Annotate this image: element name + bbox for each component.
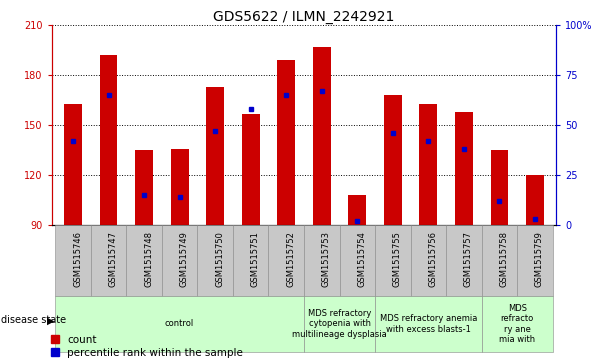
Legend: count, percentile rank within the sample: count, percentile rank within the sample [51, 335, 243, 358]
Bar [269, 225, 304, 296]
Bar [375, 296, 482, 352]
Title: GDS5622 / ILMN_2242921: GDS5622 / ILMN_2242921 [213, 11, 395, 24]
Bar [233, 225, 269, 296]
Bar [420, 103, 437, 225]
Text: MDS refractory anemia
with excess blasts-1: MDS refractory anemia with excess blasts… [379, 314, 477, 334]
Text: GSM1515755: GSM1515755 [393, 231, 402, 287]
Bar [198, 225, 233, 296]
Text: GSM1515749: GSM1515749 [179, 231, 188, 287]
Bar [339, 225, 375, 296]
Bar [277, 60, 295, 225]
Bar [135, 150, 153, 225]
Text: GSM1515753: GSM1515753 [322, 231, 331, 287]
Bar [375, 225, 410, 296]
Text: GSM1515757: GSM1515757 [464, 231, 473, 287]
Text: GSM1515752: GSM1515752 [286, 231, 295, 287]
Text: GSM1515748: GSM1515748 [144, 231, 153, 287]
Text: MDS
refracto
ry ane
mia with: MDS refracto ry ane mia with [499, 304, 535, 344]
Text: GSM1515758: GSM1515758 [499, 231, 508, 287]
Bar [162, 225, 198, 296]
Text: GSM1515759: GSM1515759 [535, 231, 544, 287]
Text: GSM1515750: GSM1515750 [215, 231, 224, 287]
Bar [55, 296, 304, 352]
Bar [517, 225, 553, 296]
Text: ▶: ▶ [47, 315, 54, 325]
Bar [446, 225, 482, 296]
Bar [55, 225, 91, 296]
Bar [126, 225, 162, 296]
Bar [526, 175, 544, 225]
Bar [313, 47, 331, 225]
Text: GSM1515751: GSM1515751 [250, 231, 260, 287]
Bar [304, 225, 339, 296]
Bar [482, 225, 517, 296]
Bar [410, 225, 446, 296]
Bar [242, 114, 260, 225]
Bar [304, 296, 375, 352]
Bar [91, 225, 126, 296]
Bar [384, 95, 402, 225]
Text: GSM1515747: GSM1515747 [109, 231, 117, 287]
Text: GSM1515746: GSM1515746 [73, 231, 82, 287]
Text: MDS refractory
cytopenia with
multilineage dysplasia: MDS refractory cytopenia with multilinea… [292, 309, 387, 339]
Bar [455, 112, 473, 225]
Bar [348, 195, 366, 225]
Bar [491, 150, 508, 225]
Bar [100, 55, 117, 225]
Text: GSM1515754: GSM1515754 [358, 231, 366, 287]
Bar [482, 296, 553, 352]
Bar [64, 103, 82, 225]
Text: control: control [165, 319, 194, 329]
Bar [171, 148, 188, 225]
Text: GSM1515756: GSM1515756 [429, 231, 437, 287]
Text: disease state: disease state [1, 315, 66, 325]
Bar [206, 87, 224, 225]
